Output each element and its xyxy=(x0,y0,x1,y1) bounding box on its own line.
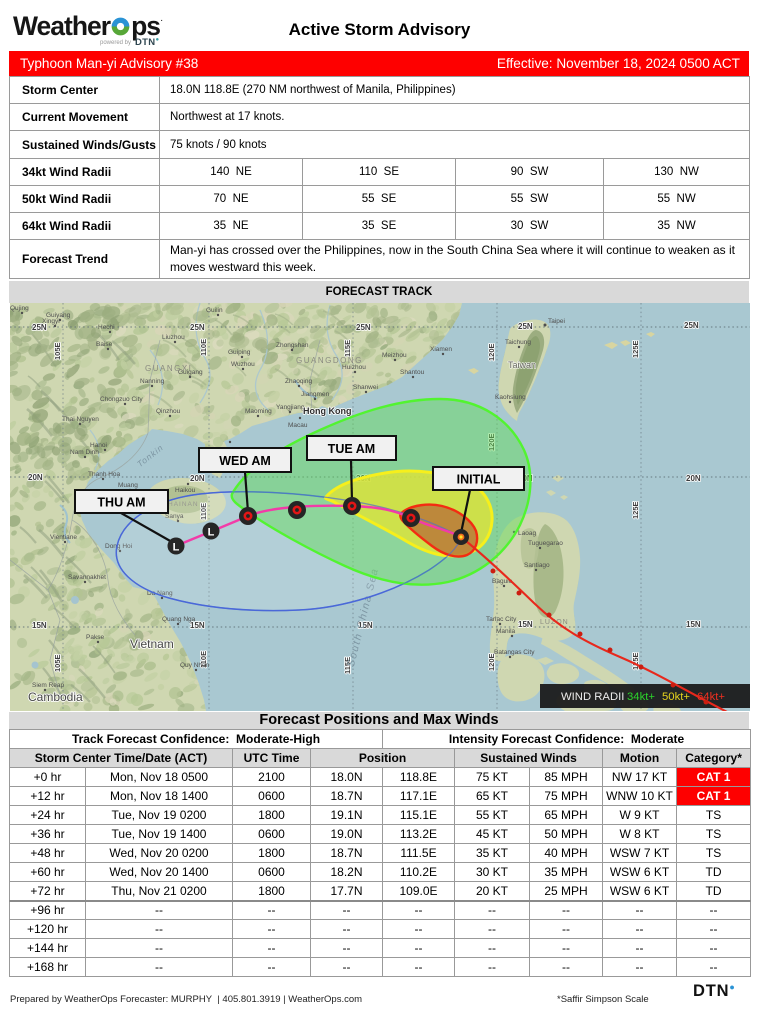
svg-text:Zhongshan: Zhongshan xyxy=(276,342,309,349)
svg-text:105E: 105E xyxy=(53,342,62,360)
svg-text:Haikou: Haikou xyxy=(175,487,196,494)
svg-text:Meizhou: Meizhou xyxy=(382,352,407,359)
svg-text:Guilin: Guilin xyxy=(206,307,223,314)
svg-text:Baise: Baise xyxy=(96,341,113,348)
svg-text:Macau: Macau xyxy=(288,422,308,429)
svg-text:Vientiane: Vientiane xyxy=(50,534,77,541)
svg-text:Tuguegarao: Tuguegarao xyxy=(528,540,563,547)
svg-text:125E: 125E xyxy=(631,340,640,358)
svg-text:15N: 15N xyxy=(32,621,47,630)
svg-text:Xiamen: Xiamen xyxy=(430,346,452,353)
svg-text:HAINAN: HAINAN xyxy=(168,501,199,508)
svg-text:64kt+: 64kt+ xyxy=(697,691,725,703)
svg-text:110E: 110E xyxy=(199,339,208,356)
svg-text:Kaohsiung: Kaohsiung xyxy=(495,394,526,401)
svg-text:Tarlac City: Tarlac City xyxy=(486,616,517,623)
svg-text:15N: 15N xyxy=(518,620,533,629)
svg-text:Xingyi: Xingyi xyxy=(42,318,60,325)
svg-text:120E: 120E xyxy=(487,343,496,361)
svg-text:Pakse: Pakse xyxy=(86,634,104,641)
svg-text:Siem Reap: Siem Reap xyxy=(32,682,65,689)
svg-text:Hechi: Hechi xyxy=(98,324,115,331)
svg-text:20N: 20N xyxy=(190,474,205,483)
svg-text:Huizhou: Huizhou xyxy=(342,364,366,371)
svg-text:20N: 20N xyxy=(686,474,701,483)
svg-text:25N: 25N xyxy=(684,321,699,330)
svg-text:Maoming: Maoming xyxy=(245,408,272,415)
svg-text:Vietnam: Vietnam xyxy=(130,637,174,651)
svg-text:25N: 25N xyxy=(356,323,371,332)
svg-text:Hong Kong: Hong Kong xyxy=(303,406,352,416)
svg-text:Nanning: Nanning xyxy=(140,378,165,385)
svg-text:Wuzhou: Wuzhou xyxy=(231,361,255,368)
svg-text:Laoag: Laoag xyxy=(518,530,536,537)
svg-text:50kt+: 50kt+ xyxy=(662,691,690,703)
svg-text:WED AM: WED AM xyxy=(219,454,271,468)
svg-text:Shanwei: Shanwei xyxy=(353,384,378,391)
svg-text:LUZON: LUZON xyxy=(540,619,569,626)
svg-text:25N: 25N xyxy=(518,322,533,331)
svg-text:Batangas City: Batangas City xyxy=(494,649,535,656)
svg-text:Thai Nguyen: Thai Nguyen xyxy=(62,416,99,423)
svg-text:120E: 120E xyxy=(487,653,496,671)
svg-text:THU AM: THU AM xyxy=(97,496,145,510)
svg-text:34kt+: 34kt+ xyxy=(627,691,655,703)
svg-text:115E: 115E xyxy=(343,340,352,357)
svg-text:Da Nang: Da Nang xyxy=(147,590,173,597)
svg-text:Sanya: Sanya xyxy=(165,513,184,520)
svg-text:TUE AM: TUE AM xyxy=(328,442,375,456)
svg-text:GUANGDONG: GUANGDONG xyxy=(296,356,363,365)
svg-text:GUANGXI: GUANGXI xyxy=(145,364,192,373)
svg-text:15N: 15N xyxy=(358,621,373,630)
svg-text:105E: 105E xyxy=(53,654,62,672)
svg-text:Santiago: Santiago xyxy=(524,562,550,569)
svg-text:Qujing: Qujing xyxy=(10,305,29,312)
svg-text:Quy Nhon: Quy Nhon xyxy=(180,662,210,669)
svg-text:Baguio: Baguio xyxy=(492,578,513,585)
svg-text:Nam Dinh: Nam Dinh xyxy=(70,449,99,456)
svg-text:Taipei: Taipei xyxy=(548,318,565,325)
svg-text:Muang: Muang xyxy=(118,482,138,489)
svg-text:25N: 25N xyxy=(32,323,47,332)
svg-text:125E: 125E xyxy=(631,501,640,519)
svg-text:Qinzhou: Qinzhou xyxy=(156,408,181,415)
svg-text:INITIAL: INITIAL xyxy=(457,473,501,487)
svg-text:Chongzuo City: Chongzuo City xyxy=(100,396,143,403)
svg-text:Liuzhou: Liuzhou xyxy=(162,334,185,341)
svg-text:Shantou: Shantou xyxy=(400,369,425,376)
svg-text:Savannakhet: Savannakhet xyxy=(68,574,106,581)
svg-text:20N: 20N xyxy=(518,474,533,483)
svg-text:Taiwan: Taiwan xyxy=(508,360,536,370)
svg-text:Manila: Manila xyxy=(496,628,516,635)
svg-text:120E: 120E xyxy=(487,433,496,451)
svg-text:Cambodia: Cambodia xyxy=(28,690,83,704)
svg-text:Yangjiang: Yangjiang xyxy=(276,404,305,411)
svg-text:115E: 115E xyxy=(343,657,352,674)
svg-text:20N: 20N xyxy=(28,473,43,482)
svg-text:Quang Nga: Quang Nga xyxy=(162,616,196,623)
svg-text:Hanoi: Hanoi xyxy=(90,442,107,449)
svg-text:Taichung: Taichung xyxy=(505,339,531,346)
svg-text:110E: 110E xyxy=(199,651,208,668)
svg-text:L: L xyxy=(208,527,215,539)
svg-text:Guiyang: Guiyang xyxy=(46,312,71,319)
svg-text:Guiping: Guiping xyxy=(228,349,251,356)
svg-text:25N: 25N xyxy=(190,323,205,332)
svg-text:15N: 15N xyxy=(686,620,701,629)
svg-text:Thanh Hoa: Thanh Hoa xyxy=(88,471,121,478)
svg-text:Guigang: Guigang xyxy=(178,369,203,376)
svg-text:Zhaoqing: Zhaoqing xyxy=(285,378,312,385)
svg-text:WIND RADII: WIND RADII xyxy=(561,691,624,703)
svg-text:Jiangmen: Jiangmen xyxy=(301,391,330,398)
svg-text:L: L xyxy=(173,542,180,554)
svg-text:125E: 125E xyxy=(631,652,640,670)
svg-text:Dong Hoi: Dong Hoi xyxy=(105,543,132,550)
svg-text:110E: 110E xyxy=(199,503,208,520)
svg-text:15N: 15N xyxy=(190,621,205,630)
